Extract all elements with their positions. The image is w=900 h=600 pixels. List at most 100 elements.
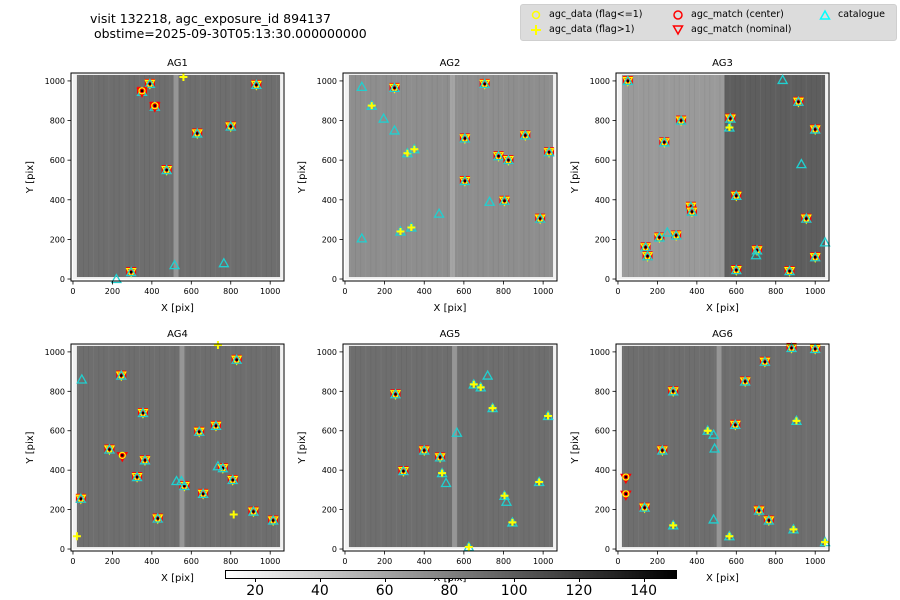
star-source	[140, 89, 144, 93]
image-bright-column	[451, 345, 457, 548]
y-tick-label: 400	[322, 196, 337, 205]
x-tick-label: 400	[144, 287, 159, 296]
figure-title: visit 132218, agc_exposure_id 894137 obs…	[90, 11, 367, 41]
x-tick-label: 400	[417, 557, 432, 566]
colorbar-tick-label: 20	[246, 583, 265, 599]
y-tick-label: 800	[322, 117, 337, 126]
catalogue-marker	[653, 231, 666, 242]
x-tick-label: 800	[768, 287, 783, 296]
catalogue-marker	[231, 353, 243, 364]
catalogue-marker	[418, 444, 430, 455]
y-tick-label: 200	[322, 235, 337, 244]
colorbar-tick	[449, 578, 451, 582]
markers	[356, 78, 555, 243]
catalogue-marker	[193, 425, 205, 436]
star-source	[507, 158, 510, 162]
y-tick-label: 1000	[45, 348, 65, 357]
x-tick-label: 1000	[805, 287, 825, 296]
catalogue-marker	[356, 81, 368, 92]
catalogue-marker	[661, 226, 673, 237]
image-bright-column	[450, 74, 455, 278]
star-source	[788, 269, 791, 273]
x-tick-label: 600	[184, 557, 199, 566]
y-tick-label: 200	[50, 506, 65, 515]
agc-data-flag-gt1-marker	[229, 510, 238, 519]
chart-svg: 0 200 400 600 800 1000 0 200 400 600 800 1000 AG4 X […	[25, 329, 285, 584]
catalogue-marker	[125, 266, 137, 277]
catalogue-marker	[433, 207, 445, 218]
y-tick-label: 800	[595, 117, 610, 126]
catalogue-marker	[131, 471, 143, 482]
markers	[72, 340, 279, 541]
y-tick-label: 200	[322, 506, 337, 515]
agc-data-flag-gt1-marker	[465, 543, 473, 551]
star-source	[734, 423, 737, 427]
x-tick-label: 0	[342, 557, 347, 566]
catalogue-marker	[795, 158, 808, 169]
catalogue-marker	[783, 265, 796, 276]
axes-frame	[615, 72, 830, 282]
catalogue-marker	[519, 129, 531, 140]
star-source	[524, 134, 527, 137]
y-tick-label: 800	[595, 387, 610, 396]
star-source	[735, 194, 738, 198]
star-source	[658, 236, 661, 239]
star-source	[201, 492, 205, 496]
colorbar-tick-label: 120	[565, 583, 593, 599]
agc-data-marker	[622, 490, 630, 498]
catalogue-marker	[137, 407, 149, 418]
y-tick-label: 1000	[317, 77, 337, 86]
star-source	[135, 475, 139, 479]
star-source	[463, 179, 467, 183]
agc-data-flag-gt1-marker	[725, 532, 733, 540]
chart-ag6: 0 200 400 600 800 1000 0 200 400 600 800 1000 AG6 X […	[561, 324, 844, 590]
x-tick-label: 0	[70, 557, 75, 566]
catalogue-marker	[115, 369, 127, 380]
x-tick-label: 0	[615, 557, 620, 566]
star-source	[763, 360, 767, 363]
chart-title: AG2	[440, 58, 461, 69]
image-right-half	[724, 74, 826, 278]
catalogue-marker	[543, 146, 555, 157]
star-source	[393, 86, 396, 90]
catalogue-marker	[730, 189, 742, 200]
x-tick-label: 200	[377, 557, 392, 566]
colorbar-tick	[514, 578, 516, 582]
catalogue-marker	[250, 79, 263, 90]
star-source	[214, 424, 218, 428]
agc-data-flag-gt1-marker	[213, 340, 222, 349]
catalogue-marker	[809, 343, 821, 354]
catalogue-marker	[809, 123, 821, 134]
catalogue-marker	[800, 212, 812, 223]
x-axis-label: X [pix]	[161, 303, 194, 314]
catalogue-marker	[638, 501, 651, 512]
axes-frame	[615, 343, 830, 552]
catalogue-marker	[675, 114, 687, 125]
x-tick-label: 1000	[533, 557, 553, 566]
image-bright-column	[716, 345, 722, 548]
x-axis-label: X [pix]	[706, 573, 739, 584]
x-tick-label: 200	[105, 557, 120, 566]
star-source	[743, 380, 747, 383]
catalogue-marker	[708, 442, 721, 453]
chart-title: AG6	[712, 329, 733, 340]
agc-data-flag-gt1-marker	[792, 417, 800, 425]
colorbar-tick-label: 80	[440, 583, 459, 599]
agc-data-flag-gt1-marker	[477, 383, 485, 391]
star-source	[624, 475, 628, 479]
markers	[389, 369, 554, 552]
y-tick-label: 600	[595, 427, 610, 436]
catalogue-marker	[667, 385, 679, 396]
x-tick-label: 600	[456, 287, 471, 296]
colorbar-tick	[319, 578, 321, 582]
y-tick-label: 0	[332, 545, 337, 554]
y-tick-label: 1000	[317, 348, 337, 357]
chart-title: AG5	[440, 329, 461, 340]
catalogue-marker	[639, 241, 652, 252]
detector-image	[617, 344, 829, 550]
y-tick-label: 0	[60, 545, 65, 554]
x-tick-label: 200	[650, 557, 665, 566]
y-tick-label: 1000	[45, 77, 65, 86]
star-source	[121, 454, 124, 457]
agc-data-flag-gt1-marker	[470, 380, 478, 388]
